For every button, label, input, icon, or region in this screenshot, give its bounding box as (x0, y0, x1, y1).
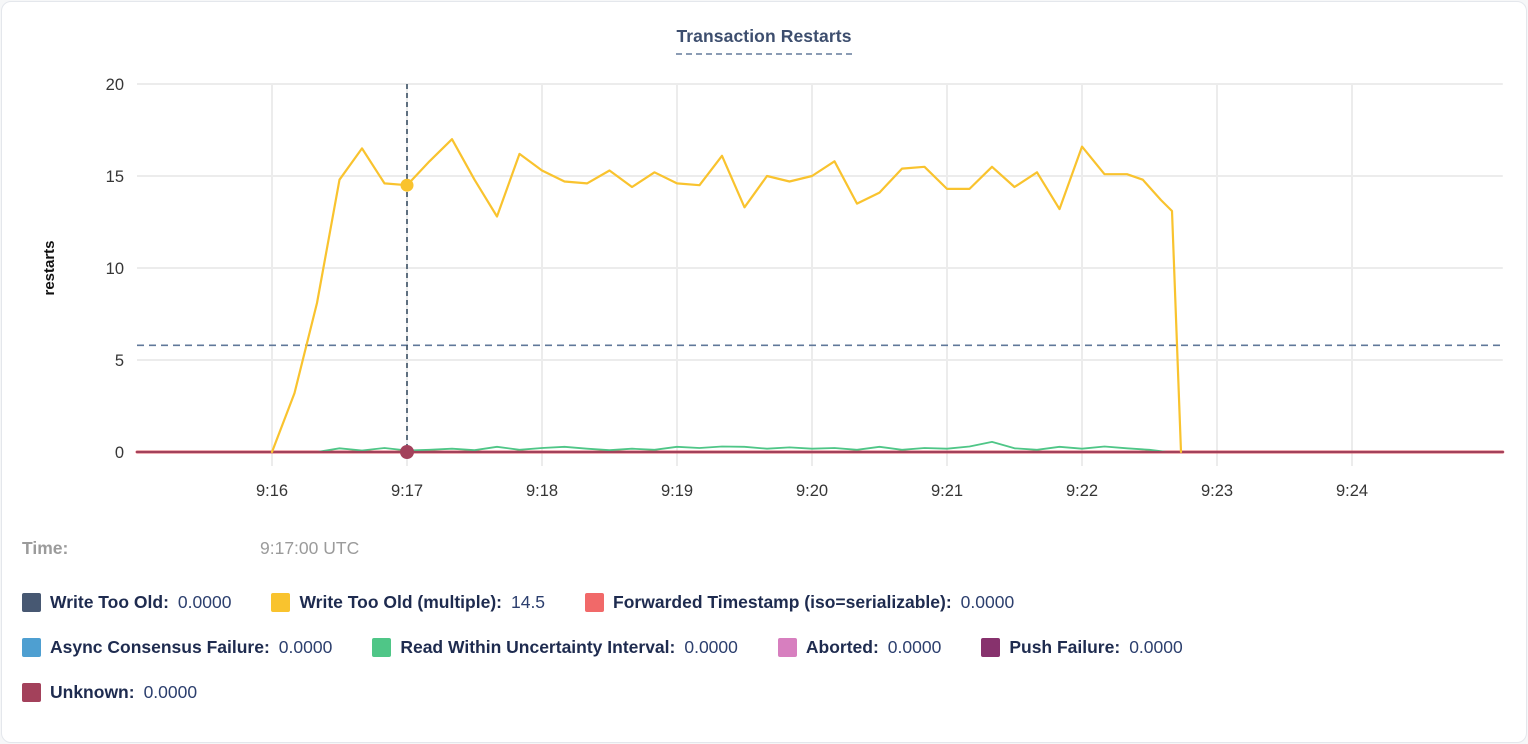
legend-item-async-consensus-failure: Async Consensus Failure: 0.0000 (22, 637, 332, 658)
legend-item-read-within-uncertainty-interval: Read Within Uncertainty Interval: 0.0000 (372, 637, 738, 658)
legend-value-async-consensus-failure: 0.0000 (278, 636, 333, 657)
legend-item-forwarded-timestamp: Forwarded Timestamp (iso=serializable): 0… (585, 592, 1014, 613)
legend-swatch-write-too-old (22, 592, 41, 612)
chart-legend: Write Too Old: 0.0000 Write Too Old (multi… (22, 590, 1512, 725)
legend-label-write-too-old-multiple: Write Too Old (multiple): (299, 591, 502, 612)
legend-value-aborted: 0.0000 (887, 636, 942, 657)
y-tick-label: 0 (115, 444, 124, 462)
legend-item-write-too-old: Write Too Old: 0.0000 (22, 592, 231, 613)
series-line-write-too-old-multiple (270, 138, 1183, 454)
legend-label-aborted: Aborted: (805, 636, 879, 657)
legend-label-write-too-old: Write Too Old: (50, 591, 169, 612)
legend-swatch-read-within-uncertainty-interval (372, 637, 392, 657)
x-tick-label: 9:21 (931, 482, 963, 500)
legend-label-async-consensus-failure: Async Consensus Failure: (50, 636, 270, 657)
hover-time-row: Time: 9:17:00 UTC (2, 538, 1526, 562)
legend-value-write-too-old: 0.0000 (177, 591, 232, 612)
y-tick-label: 15 (106, 168, 124, 186)
series-line-read-within-uncertainty-interval (316, 440, 1169, 453)
legend-label-push-failure: Push Failure: (1009, 636, 1121, 657)
legend-row: Async Consensus Failure: 0.0000 Read Withi… (22, 635, 1512, 659)
x-tick-label: 9:23 (1201, 482, 1233, 500)
chart-title-row: Transaction Restarts (2, 26, 1526, 55)
legend-label-read-within-uncertainty-interval: Read Within Uncertainty Interval: (400, 636, 676, 657)
legend-value-push-failure: 0.0000 (1129, 636, 1183, 657)
y-tick-label: 10 (106, 260, 124, 278)
y-axis-label: restarts (41, 240, 58, 295)
hover-dot-write-too-old-multiple (400, 178, 414, 192)
x-tick-label: 9:24 (1336, 482, 1368, 500)
legend-label-forwarded-timestamp: Forwarded Timestamp (iso=serializable): (613, 591, 952, 612)
hover-time-value: 9:17:00 UTC (260, 538, 360, 558)
legend-value-write-too-old-multiple: 14.5 (510, 591, 546, 612)
chart-title[interactable]: Transaction Restarts (676, 26, 852, 55)
legend-item-unknown: Unknown: 0.0000 (22, 682, 197, 703)
y-tick-label: 20 (106, 76, 124, 94)
x-tick-label: 9:20 (796, 482, 828, 500)
hover-dot-unknown (400, 445, 414, 459)
legend-row: Write Too Old: 0.0000 Write Too Old (multi… (22, 590, 1512, 614)
legend-item-aborted: Aborted: 0.0000 (777, 636, 942, 658)
legend-swatch-forwarded-timestamp (585, 592, 605, 612)
transaction-restarts-line-chart[interactable]: 0 5 10 15 20 9:16 9:17 9:18 9:19 9:20 9:21 9:22 9:23… (2, 2, 1528, 522)
legend-value-forwarded-timestamp: 0.0000 (960, 591, 1015, 612)
x-tick-label: 9:18 (526, 482, 558, 500)
x-tick-label: 9:22 (1066, 482, 1098, 500)
legend-swatch-unknown (22, 682, 41, 702)
x-tick-label: 9:19 (661, 482, 693, 500)
legend-value-unknown: 0.0000 (143, 681, 198, 702)
hover-time-label: Time: (22, 538, 69, 558)
legend-swatch-push-failure (981, 637, 1001, 657)
legend-value-read-within-uncertainty-interval: 0.0000 (684, 636, 738, 657)
legend-label-unknown: Unknown: (50, 681, 135, 702)
legend-swatch-async-consensus-failure (22, 637, 41, 657)
x-tick-label: 9:17 (391, 482, 423, 500)
legend-item-push-failure: Push Failure: 0.0000 (981, 636, 1183, 658)
y-tick-label: 5 (115, 352, 124, 370)
x-tick-label: 9:16 (256, 482, 288, 500)
legend-swatch-write-too-old-multiple (271, 592, 291, 612)
legend-swatch-aborted (777, 637, 797, 657)
legend-item-write-too-old-multiple: Write Too Old (multiple): 14.5 (271, 592, 545, 613)
legend-row: Unknown: 0.0000 (22, 680, 1512, 704)
